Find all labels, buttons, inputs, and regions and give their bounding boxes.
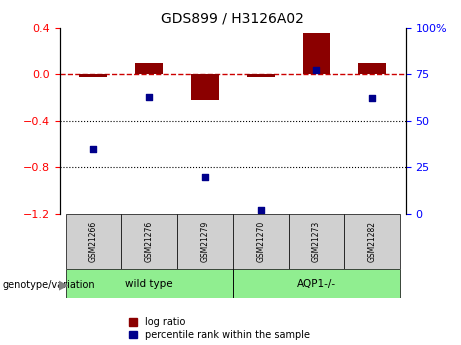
Text: GSM21276: GSM21276 [145, 221, 154, 262]
Text: GSM21279: GSM21279 [201, 221, 209, 262]
Point [146, 94, 153, 99]
Bar [65, 269, 233, 298]
Bar [302, 33, 331, 74]
Bar [135, 62, 163, 74]
Bar [177, 214, 233, 269]
Point [257, 207, 264, 213]
Text: genotype/variation: genotype/variation [2, 280, 95, 289]
Text: GSM21273: GSM21273 [312, 221, 321, 262]
Bar [247, 74, 275, 77]
Text: GSM21266: GSM21266 [89, 221, 98, 262]
Point [90, 146, 97, 151]
Bar [289, 214, 344, 269]
Bar [65, 214, 121, 269]
Text: GSM21282: GSM21282 [368, 221, 377, 262]
Bar [233, 214, 289, 269]
Bar [344, 214, 400, 269]
Bar [121, 214, 177, 269]
Point [313, 68, 320, 73]
Text: ▶: ▶ [59, 278, 69, 291]
Point [201, 174, 209, 179]
Legend: log ratio, percentile rank within the sample: log ratio, percentile rank within the sa… [130, 317, 310, 340]
Text: wild type: wild type [125, 279, 173, 289]
Text: GSM21270: GSM21270 [256, 221, 265, 262]
Bar [191, 74, 219, 100]
Title: GDS899 / H3126A02: GDS899 / H3126A02 [161, 11, 304, 25]
Bar [233, 269, 400, 298]
Text: AQP1-/-: AQP1-/- [297, 279, 336, 289]
Point [368, 96, 376, 101]
Bar [79, 74, 107, 77]
Bar [358, 62, 386, 74]
